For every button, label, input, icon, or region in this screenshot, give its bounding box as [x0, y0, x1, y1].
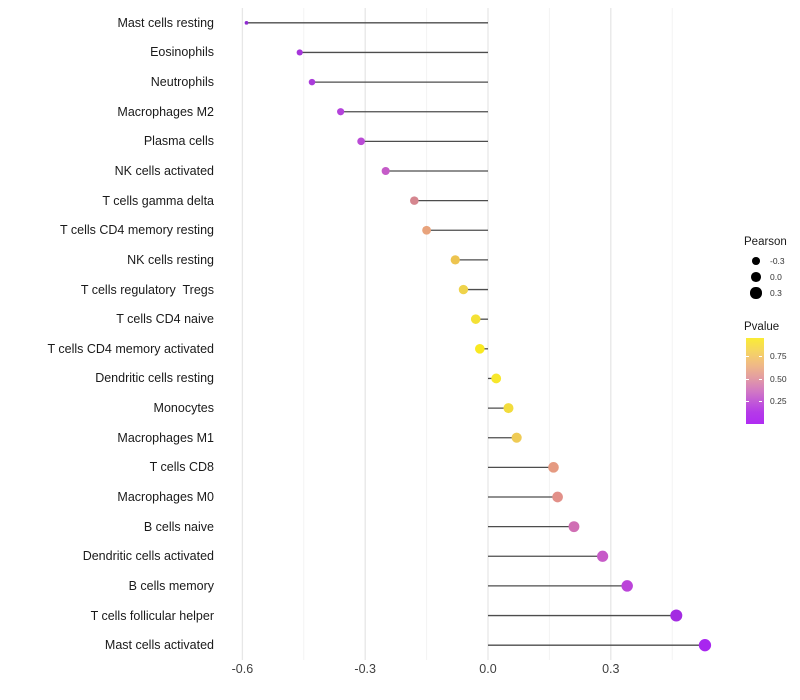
colorbar-tick-mark — [759, 401, 762, 402]
colorbar-tick-mark — [759, 379, 762, 380]
colorbar-wrap: 0.75 0.50 0.25 — [744, 338, 800, 424]
data-point-dot — [244, 20, 249, 25]
colorbar-tick-label: 0.50 — [770, 374, 787, 384]
legend-size-dot-icon — [750, 287, 762, 299]
data-point-dot — [357, 137, 365, 146]
legend-pvalue-colorbar: Pvalue 0.75 0.50 0.25 — [744, 321, 800, 424]
data-point-dot — [491, 373, 502, 384]
y-axis-label: T cells follicular helper — [90, 608, 214, 623]
data-point-dot — [511, 432, 522, 443]
y-axis-label: T cells regulatory Tregs — [80, 282, 214, 297]
data-point-dot — [698, 639, 712, 652]
data-point-dot — [308, 78, 316, 86]
y-axis-label: T cells gamma delta — [102, 193, 214, 208]
y-axis-label: Dendritic cells resting — [95, 371, 214, 386]
y-axis-label: B cells naive — [143, 519, 214, 534]
y-axis-label: Macrophages M1 — [117, 430, 214, 445]
y-axis-label: Mast cells activated — [104, 638, 214, 653]
legend-pearson-item: 0.3 — [744, 285, 787, 301]
data-point-dot — [410, 196, 419, 205]
legend-size-tick-label: -0.3 — [770, 256, 785, 266]
data-point-dot — [470, 314, 481, 324]
data-point-dot — [337, 108, 345, 116]
x-axis-tick-label: -0.6 — [231, 662, 254, 676]
y-axis-label: T cells CD8 — [149, 460, 214, 475]
legend-pearson-items: -0.3 0.0 0.3 — [744, 253, 787, 301]
data-point-dot — [621, 580, 633, 592]
legend-size-tick-label: 0.0 — [770, 272, 782, 282]
colorbar-tick-mark — [746, 356, 749, 357]
colorbar-tick-mark — [746, 379, 749, 380]
y-axis-label: Macrophages M0 — [117, 489, 214, 504]
legend-dot-cell — [744, 287, 768, 299]
data-point-dot — [458, 284, 469, 295]
data-point-dot — [548, 462, 559, 473]
plot-panel — [241, 8, 712, 660]
data-point-dot — [597, 550, 609, 562]
y-axis-label: Plasma cells — [143, 134, 214, 149]
y-axis-label: B cells memory — [128, 578, 214, 593]
legend-size-dot-icon — [751, 272, 761, 282]
x-axis-tick-label: -0.3 — [354, 662, 376, 676]
x-axis-tick-label: 0.0 — [479, 662, 497, 676]
data-point-dot — [422, 225, 432, 235]
legend-pearson-item: -0.3 — [744, 253, 787, 269]
data-point-dot — [450, 255, 460, 265]
colorbar-tick-mark — [759, 356, 762, 357]
legend-size-tick-label: 0.3 — [770, 288, 782, 298]
legend-size-dot-icon — [752, 257, 760, 265]
y-axis-label: NK cells resting — [127, 252, 214, 267]
y-axis-label: Eosinophils — [150, 45, 214, 60]
colorbar-tick-label: 0.75 — [770, 351, 787, 361]
data-point-dot — [381, 166, 390, 176]
data-point-dot — [568, 521, 580, 533]
y-axis-label: Neutrophils — [150, 75, 214, 90]
y-axis-label: Macrophages M2 — [117, 104, 214, 119]
legend-dot-cell — [744, 257, 768, 265]
data-point-dot — [503, 403, 514, 414]
colorbar-tick-mark — [746, 401, 749, 402]
legend-pearson-title: Pearson — [744, 236, 787, 248]
legend-pearson-size: Pearson -0.3 0.0 0.3 — [744, 236, 787, 301]
y-axis-label: NK cells activated — [114, 163, 214, 178]
data-point-dot — [670, 609, 683, 622]
x-axis-tick-label: 0.3 — [602, 662, 620, 676]
data-point-dot — [552, 491, 563, 503]
y-axis-label: Monocytes — [153, 401, 214, 416]
y-axis-label: T cells CD4 memory activated — [47, 341, 215, 356]
y-axis-label: T cells CD4 naive — [116, 312, 214, 327]
pvalue-gradient-bar — [746, 338, 764, 424]
legend-pvalue-title: Pvalue — [744, 321, 780, 333]
y-axis-label: T cells CD4 memory resting — [60, 223, 214, 238]
y-axis-label: Mast cells resting — [117, 15, 214, 30]
colorbar-tick-label: 0.25 — [770, 396, 787, 406]
legend-pearson-item: 0.0 — [744, 269, 787, 285]
data-point-dot — [296, 49, 303, 56]
legend-dot-cell — [744, 272, 768, 282]
data-point-dot — [475, 344, 485, 354]
y-axis-label: Dendritic cells activated — [82, 549, 214, 564]
